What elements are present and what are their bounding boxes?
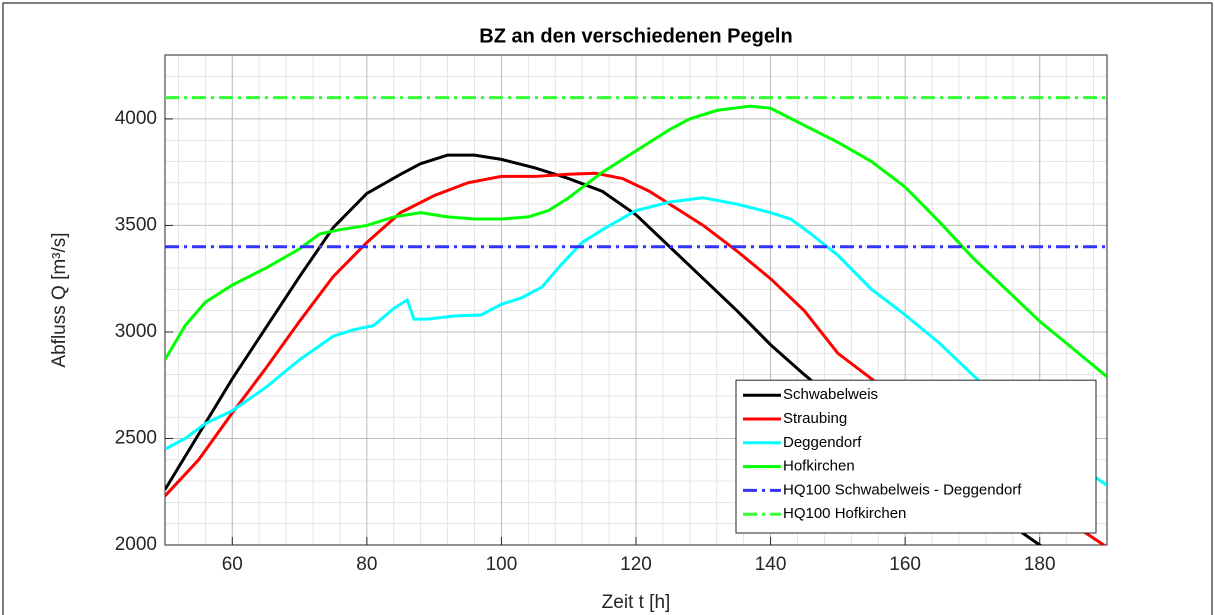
legend-box — [735, 379, 1097, 534]
legend-label: Hofkirchen — [783, 458, 855, 475]
y-axis-label: Abfluss Q [m³/s] — [49, 232, 70, 367]
series-line — [165, 104, 1107, 378]
x-tick-label: 140 — [755, 554, 787, 575]
y-tick-label: 3500 — [115, 214, 157, 235]
x-tick-label: 60 — [222, 554, 243, 575]
x-tick-label: 160 — [889, 554, 921, 575]
series-line — [165, 196, 1107, 487]
x-tick-label: 120 — [620, 554, 652, 575]
y-tick-label: 4000 — [115, 108, 157, 129]
legend-label: Straubing — [783, 410, 847, 427]
x-axis-label: Zeit t [h] — [602, 592, 671, 613]
x-tick-label: 100 — [486, 554, 518, 575]
y-tick-label: 2500 — [115, 427, 157, 448]
legend-label: Deggendorf — [783, 434, 862, 451]
chart-title: BZ an den verschiedenen Pegeln — [479, 25, 792, 47]
legend-label: HQ100 Schwabelweis - Deggendorf — [783, 481, 1022, 498]
y-tick-label: 2000 — [115, 534, 157, 555]
x-tick-label: 80 — [356, 554, 377, 575]
y-tick-label: 3000 — [115, 321, 157, 342]
legend-label: HQ100 Hofkirchen — [783, 505, 906, 522]
x-tick-label: 180 — [1024, 554, 1056, 575]
series-line — [165, 171, 1107, 545]
plot-frame — [164, 54, 1108, 546]
legend-label: Schwabelweis — [783, 386, 878, 403]
